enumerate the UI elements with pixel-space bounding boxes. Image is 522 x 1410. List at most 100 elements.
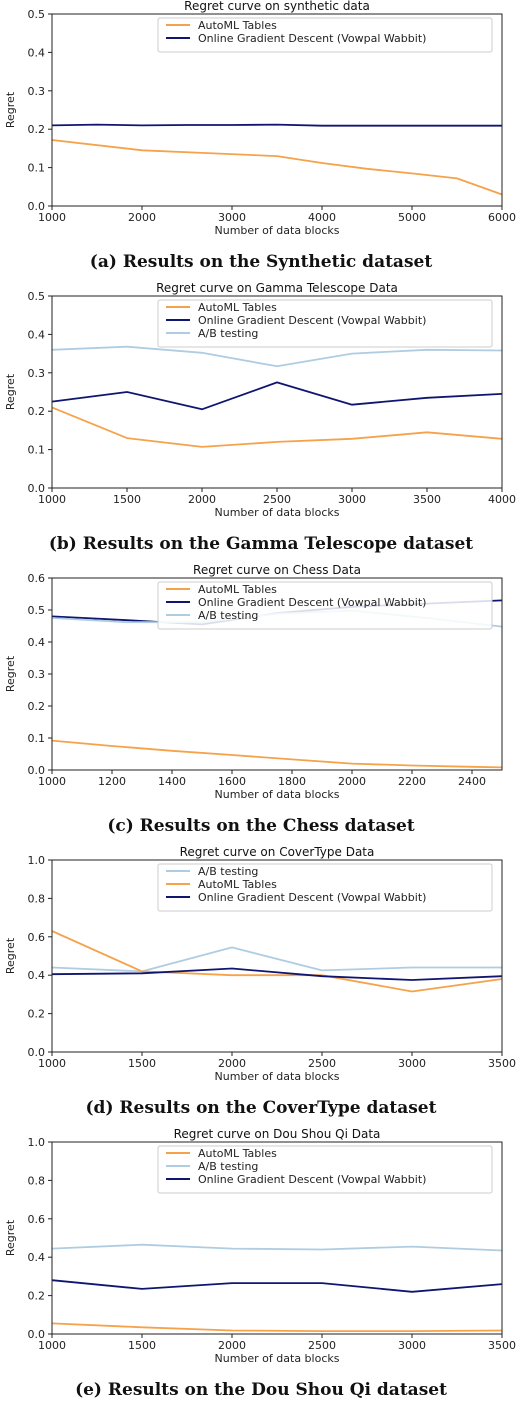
x-axis-label: Number of data blocks: [215, 788, 340, 801]
legend-label: AutoML Tables: [198, 878, 277, 891]
x-tick-label: 1200: [98, 775, 126, 788]
legend-box: [157, 581, 493, 630]
x-tick-label: 6000: [488, 211, 516, 224]
series-line: [51, 123, 502, 127]
y-tick-label: 0.2: [28, 123, 46, 136]
x-tick-label: 2400: [458, 775, 486, 788]
chart-caption: (b) Results on the Gamma Telescope datas…: [48, 534, 474, 554]
chart-gamma-telescope: Regret curve on Gamma Telescope Data 1000…: [4, 281, 516, 519]
x-tick-label: 2500: [308, 1057, 336, 1070]
x-axis-label: Number of data blocks: [215, 224, 340, 237]
y-tick-label: 0.8: [28, 892, 46, 905]
plot-frame: [51, 859, 503, 1053]
chart-title: Regret curve on CoverType Data: [180, 846, 375, 859]
x-axis-label: Number of data blocks: [215, 506, 340, 519]
y-tick-label: 0.0: [28, 764, 46, 777]
y-axis-label: Regret: [4, 937, 17, 974]
legend-box: [157, 1145, 493, 1194]
x-tick-label: 4000: [308, 211, 336, 224]
y-axis-label: Regret: [4, 91, 17, 128]
y-axis-label: Regret: [4, 1219, 17, 1256]
y-tick-label: 0.0: [28, 1328, 46, 1341]
x-tick-label: 3500: [488, 1057, 516, 1070]
x-tick-label: 2500: [263, 493, 291, 506]
chart-title: Regret curve on Chess Data: [193, 564, 361, 577]
y-tick-label: 0.6: [28, 1213, 46, 1226]
chart-title: Regret curve on Gamma Telescope Data: [156, 282, 398, 295]
x-tick-label: 1000: [38, 1057, 66, 1070]
y-axis-label: Regret: [4, 373, 17, 410]
legend-label: A/B testing: [198, 1160, 258, 1173]
series-line: [51, 1279, 503, 1293]
y-tick-label: 0.0: [28, 200, 46, 213]
y-tick-label: 0.1: [28, 444, 46, 457]
y-tick-label: 0.2: [28, 405, 46, 418]
y-tick-label: 0.0: [28, 1046, 46, 1059]
y-tick-label: 0.4: [28, 1251, 46, 1264]
legend-label: Online Gradient Descent (Vowpal Wabbit): [198, 891, 426, 904]
plot-frame: [51, 577, 503, 771]
legend-box: [157, 863, 493, 912]
x-tick-label: 3000: [398, 1057, 426, 1070]
series-line: [51, 381, 503, 411]
series-line: [51, 930, 503, 993]
series-line: [51, 345, 503, 368]
y-tick-label: 0.8: [28, 1174, 46, 1187]
legend-label: Online Gradient Descent (Vowpal Wabbit): [198, 596, 426, 609]
y-tick-label: 0.5: [28, 8, 46, 21]
chart-panel-covertype: Regret curve on CoverType Data 1000 1500 20…: [0, 845, 522, 1128]
y-tick-label: 1.0: [28, 854, 46, 867]
legend-box: [157, 17, 493, 53]
x-tick-label: 1000: [38, 493, 66, 506]
chart-panel-chess: Regret curve on Chess Data 1000 1200 1400 16…: [0, 563, 522, 846]
y-tick-label: 0.5: [28, 604, 46, 617]
x-tick-label: 3500: [488, 1339, 516, 1352]
x-tick-label: 3000: [218, 211, 246, 224]
plot-frame: [51, 295, 503, 489]
chart-synthetic: Regret curve on synthetic data 1000 2000 30…: [4, 0, 516, 237]
x-tick-label: 1500: [128, 1339, 156, 1352]
y-tick-label: 0.2: [28, 1008, 46, 1021]
x-tick-label: 1500: [128, 1057, 156, 1070]
legend-label: Online Gradient Descent (Vowpal Wabbit): [198, 314, 426, 327]
x-tick-label: 2000: [338, 775, 366, 788]
plot-frame: [51, 1141, 503, 1335]
legend-label: A/B testing: [198, 327, 258, 340]
y-tick-label: 1.0: [28, 1136, 46, 1149]
y-tick-label: 0.6: [28, 572, 46, 585]
series-line: [51, 967, 503, 981]
y-tick-label: 0.4: [28, 969, 46, 982]
x-tick-label: 2000: [218, 1057, 246, 1070]
series-line: [51, 946, 502, 973]
x-tick-label: 1000: [38, 211, 66, 224]
chart-dou-shou-qi: Regret curve on Dou Shou Qi Data 1000 1500…: [4, 1127, 516, 1365]
y-tick-label: 0.1: [28, 162, 46, 175]
x-tick-label: 1000: [38, 775, 66, 788]
y-tick-label: 0.0: [28, 482, 46, 495]
y-tick-label: 0.4: [28, 328, 46, 341]
plot-frame: [51, 13, 503, 207]
legend-label: Online Gradient Descent (Vowpal Wabbit): [198, 1173, 426, 1186]
y-tick-label: 0.1: [28, 732, 46, 745]
x-tick-label: 3500: [413, 493, 441, 506]
y-axis-label: Regret: [4, 655, 17, 692]
legend-label: Online Gradient Descent (Vowpal Wabbit): [198, 32, 426, 45]
chart-caption: (c) Results on the Chess dataset: [107, 816, 415, 836]
chart-panel-doushouqi: Regret curve on Dou Shou Qi Data 1000 1500…: [0, 1127, 522, 1410]
x-tick-label: 3000: [398, 1339, 426, 1352]
x-axis-label: Number of data blocks: [215, 1070, 340, 1083]
x-tick-label: 1400: [158, 775, 186, 788]
y-tick-label: 0.4: [28, 46, 46, 59]
x-tick-label: 2200: [398, 775, 426, 788]
x-tick-label: 1500: [113, 493, 141, 506]
chart-title: Regret curve on Dou Shou Qi Data: [174, 1128, 381, 1141]
x-tick-label: 1600: [218, 775, 246, 788]
y-tick-label: 0.3: [28, 668, 46, 681]
series-line: [51, 1322, 503, 1333]
x-tick-label: 2000: [188, 493, 216, 506]
legend-label: A/B testing: [198, 865, 258, 878]
legend-box: [157, 299, 493, 348]
y-tick-label: 0.5: [28, 290, 46, 303]
chart-caption: (e) Results on the Dou Shou Qi dataset: [75, 1380, 447, 1400]
x-tick-label: 2000: [128, 211, 156, 224]
